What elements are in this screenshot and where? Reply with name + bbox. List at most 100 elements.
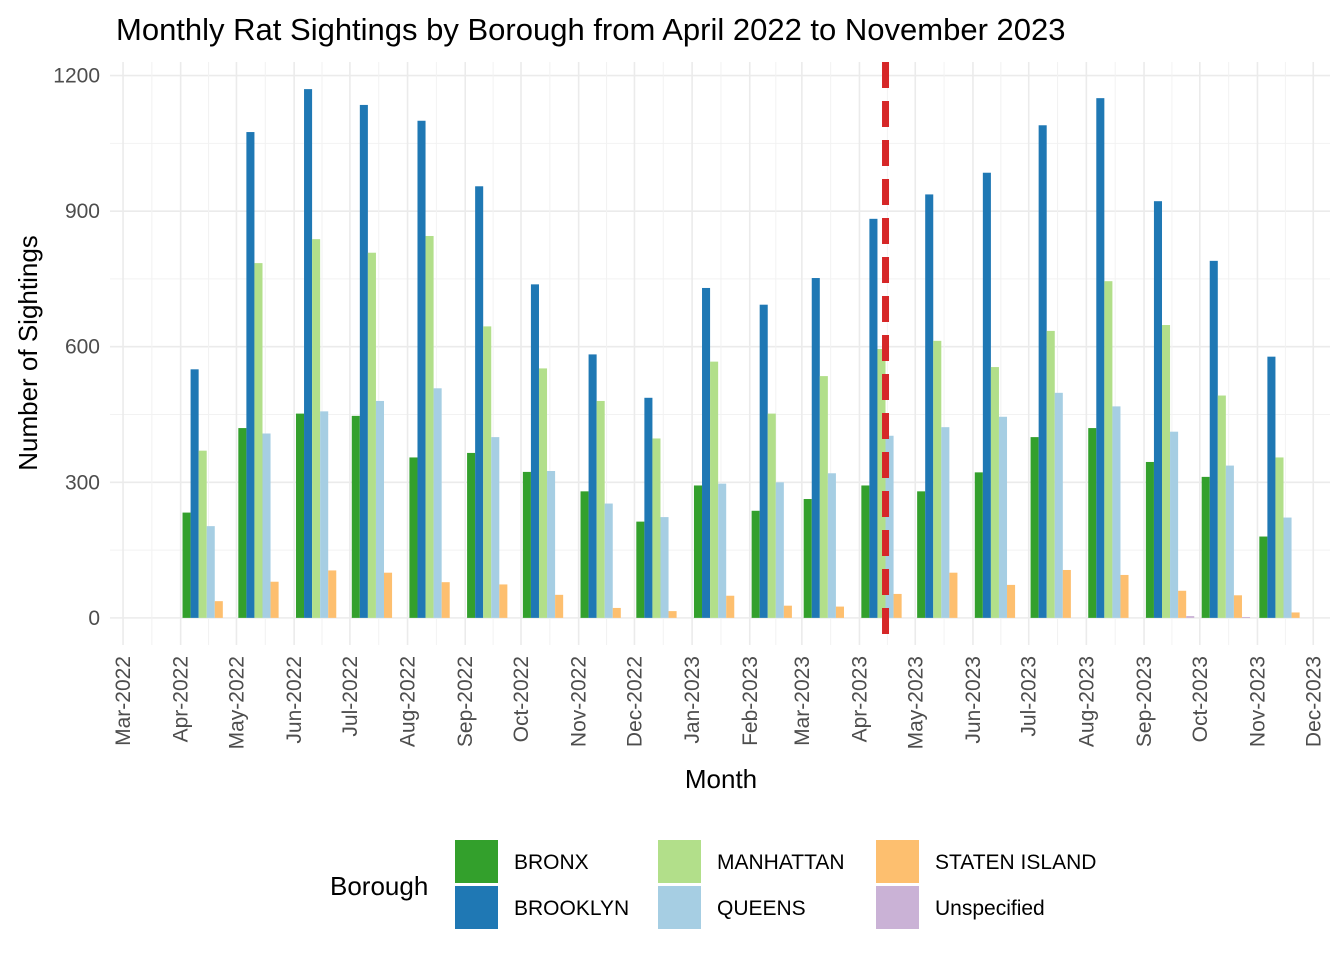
bar bbox=[933, 340, 942, 618]
bar bbox=[702, 287, 711, 618]
bar bbox=[312, 239, 321, 618]
bar bbox=[1201, 476, 1210, 618]
y-axis-title: Number of Sightings bbox=[13, 235, 43, 471]
legend-label: STATEN ISLAND bbox=[935, 851, 1096, 874]
bar bbox=[1283, 517, 1292, 618]
bar bbox=[660, 517, 669, 618]
bar bbox=[877, 348, 886, 618]
bar bbox=[351, 415, 360, 618]
bar bbox=[1241, 616, 1251, 618]
bar bbox=[982, 172, 991, 618]
bar bbox=[1038, 125, 1047, 618]
bar bbox=[270, 581, 279, 618]
x-tick-label: Apr-2023 bbox=[848, 656, 871, 742]
bar bbox=[636, 521, 645, 618]
bar bbox=[246, 132, 255, 618]
bar bbox=[1275, 457, 1284, 618]
legend-key bbox=[455, 886, 498, 929]
bar bbox=[811, 278, 820, 618]
bar bbox=[1178, 590, 1187, 618]
bar bbox=[998, 416, 1008, 618]
bar bbox=[612, 607, 621, 618]
legend-key bbox=[876, 840, 919, 883]
bar bbox=[320, 411, 329, 618]
bar bbox=[869, 218, 878, 618]
bar bbox=[295, 413, 305, 618]
bar bbox=[751, 510, 760, 618]
legend-key bbox=[658, 840, 701, 883]
bar bbox=[1162, 325, 1171, 618]
bar bbox=[819, 376, 828, 618]
bar bbox=[580, 491, 589, 618]
legend-label: Unspecified bbox=[935, 897, 1045, 920]
bar bbox=[1170, 431, 1179, 618]
bar bbox=[384, 572, 393, 618]
bar bbox=[835, 606, 844, 618]
y-tick-label: 900 bbox=[65, 200, 100, 223]
x-tick-label: Jun-2023 bbox=[962, 656, 985, 744]
legend-title: Borough bbox=[330, 871, 428, 901]
x-tick-label: May-2022 bbox=[225, 656, 248, 749]
legend-key bbox=[876, 886, 919, 929]
x-tick-label: Oct-2022 bbox=[510, 656, 533, 742]
bar bbox=[198, 450, 207, 618]
bar bbox=[893, 593, 902, 618]
bar bbox=[718, 483, 727, 618]
bar bbox=[726, 595, 735, 618]
bar bbox=[530, 284, 539, 618]
bar bbox=[522, 471, 531, 618]
bar bbox=[974, 472, 983, 618]
legend-label: MANHATTAN bbox=[717, 851, 845, 874]
bar bbox=[1030, 437, 1039, 618]
bar bbox=[1007, 584, 1016, 618]
bar bbox=[925, 194, 934, 618]
bar bbox=[803, 499, 812, 618]
x-tick-label: May-2023 bbox=[904, 656, 927, 749]
y-tick-label: 0 bbox=[88, 607, 100, 630]
bar bbox=[555, 594, 564, 618]
bar bbox=[990, 367, 999, 618]
bar bbox=[588, 354, 597, 618]
bar bbox=[214, 601, 223, 618]
chart-title: Monthly Rat Sightings by Borough from Ap… bbox=[116, 12, 1065, 47]
bar bbox=[409, 457, 418, 618]
bar bbox=[604, 503, 613, 618]
bar bbox=[483, 326, 492, 618]
bar bbox=[759, 304, 768, 618]
bar bbox=[827, 473, 836, 618]
bar bbox=[441, 582, 450, 618]
x-tick-label: Aug-2022 bbox=[397, 656, 420, 747]
bar bbox=[885, 435, 894, 618]
y-axis-ticks: 0 300 600 900 1200 bbox=[53, 65, 100, 630]
bar bbox=[767, 413, 776, 618]
bar bbox=[359, 104, 368, 618]
bar bbox=[1145, 461, 1154, 618]
bar bbox=[710, 361, 719, 618]
bar bbox=[1046, 330, 1055, 618]
y-tick-label: 600 bbox=[65, 336, 100, 359]
legend-label: QUEENS bbox=[717, 897, 806, 920]
bar bbox=[190, 369, 199, 618]
x-tick-label: Jan-2023 bbox=[681, 656, 704, 744]
legend-label: BROOKLYN bbox=[514, 897, 629, 920]
y-tick-label: 1200 bbox=[53, 65, 100, 88]
x-tick-label: Jul-2022 bbox=[339, 656, 362, 737]
bar bbox=[328, 570, 337, 618]
x-tick-label: Dec-2023 bbox=[1302, 656, 1325, 747]
bar bbox=[182, 512, 191, 618]
bar bbox=[775, 482, 784, 618]
bar bbox=[1153, 201, 1163, 618]
x-tick-label: Feb-2023 bbox=[739, 656, 762, 746]
legend: Borough BRONX BROOKLYN MANHATTAN QUEENS STAT… bbox=[330, 840, 1096, 929]
legend-key bbox=[658, 886, 701, 929]
bar bbox=[433, 388, 442, 618]
bar bbox=[1233, 595, 1242, 618]
bars bbox=[182, 89, 1300, 618]
x-axis-title: Month bbox=[685, 764, 757, 794]
bar bbox=[783, 605, 792, 618]
bar bbox=[304, 89, 313, 618]
x-tick-label: Jul-2023 bbox=[1018, 656, 1041, 737]
bar bbox=[375, 400, 385, 618]
y-tick-label: 300 bbox=[65, 471, 100, 494]
